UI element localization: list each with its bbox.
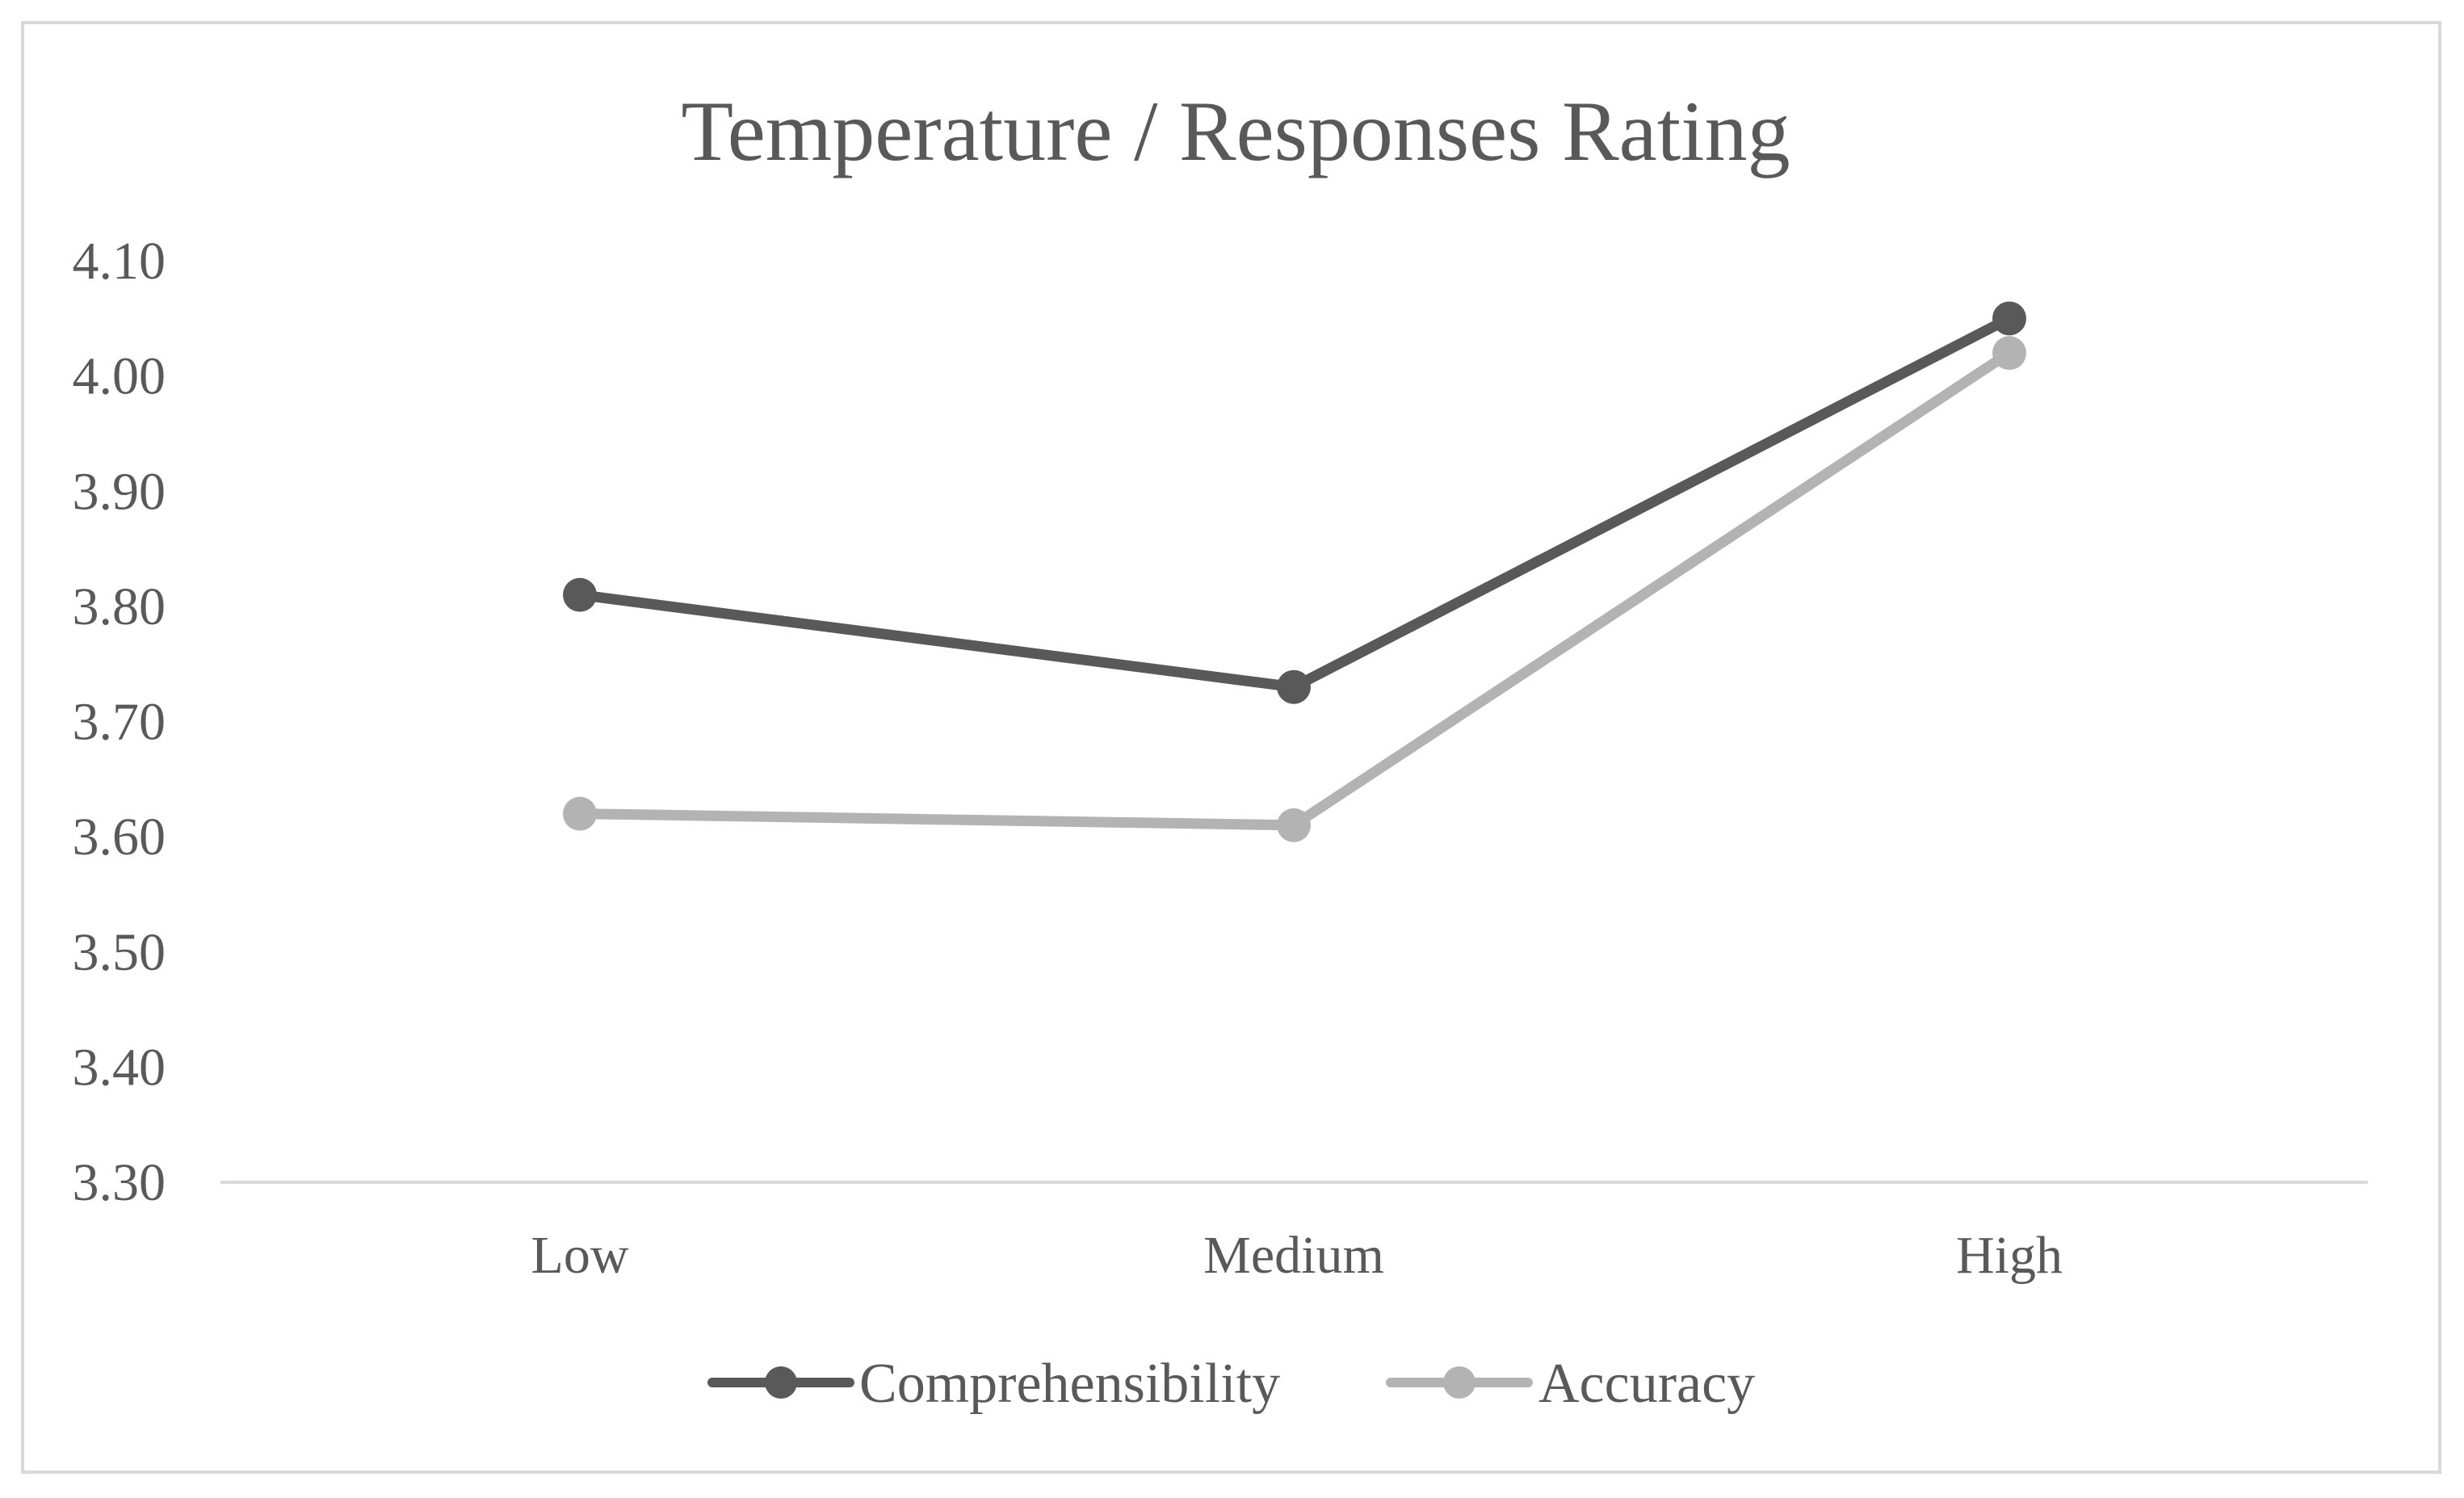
x-tick-label-medium: Medium — [1203, 1226, 1384, 1285]
x-axis-ticks: Low Medium High — [531, 1226, 2063, 1285]
y-tick-label: 3.40 — [73, 1038, 166, 1097]
data-point-comprehensibility-high[interactable] — [1992, 301, 2026, 336]
y-tick-label: 4.00 — [73, 347, 166, 406]
data-point-accuracy-low[interactable] — [563, 796, 597, 831]
y-tick-label: 3.50 — [73, 923, 166, 982]
data-point-comprehensibility-medium[interactable] — [1277, 669, 1311, 704]
chart-title: Temperature / Responses Rating — [681, 84, 1790, 178]
series-accuracy — [563, 336, 2026, 842]
chart-frame — [21, 21, 2441, 1474]
y-axis-ticks: 4.10 4.00 3.90 3.80 3.70 3.60 3.50 3.40 3.30 — [73, 232, 166, 1212]
x-tick-label-low: Low — [531, 1226, 629, 1285]
data-point-accuracy-medium[interactable] — [1277, 808, 1311, 842]
legend-item-comprehensibility[interactable]: Comprehensibility — [707, 1353, 1280, 1415]
series-line-comprehensibility — [574, 313, 2015, 693]
y-tick-label: 3.30 — [73, 1153, 166, 1212]
legend: Comprehensibility Accuracy — [707, 1353, 1755, 1415]
y-tick-label: 3.90 — [73, 462, 166, 521]
series-layer — [563, 301, 2026, 842]
data-point-accuracy-high[interactable] — [1992, 336, 2026, 371]
data-point-comprehensibility-low[interactable] — [563, 577, 597, 612]
x-tick-label-high: High — [1956, 1226, 2063, 1285]
y-tick-label: 3.70 — [73, 693, 166, 752]
legend-label-comprehensibility: Comprehensibility — [859, 1353, 1280, 1415]
y-tick-label: 3.80 — [73, 577, 166, 636]
legend-item-accuracy[interactable]: Accuracy — [1386, 1353, 1755, 1415]
series-comprehensibility — [563, 301, 2026, 704]
y-tick-label: 4.10 — [73, 232, 166, 291]
y-tick-label: 3.60 — [73, 808, 166, 866]
legend-marker-comprehensibility — [765, 1366, 797, 1399]
legend-label-accuracy: Accuracy — [1538, 1353, 1755, 1415]
legend-marker-accuracy — [1443, 1366, 1475, 1399]
